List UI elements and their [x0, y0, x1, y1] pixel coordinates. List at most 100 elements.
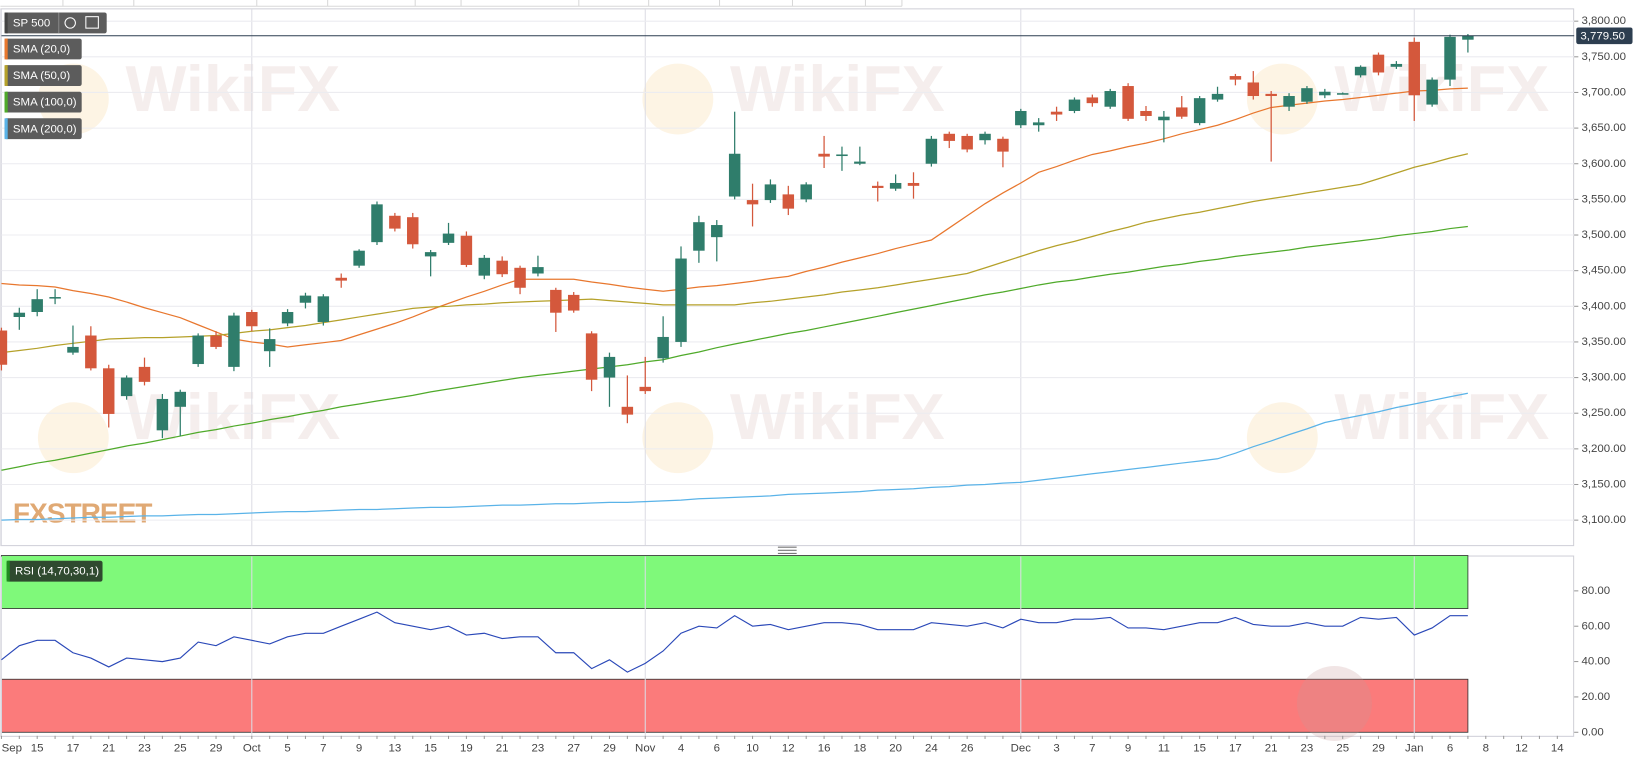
sma-line [1, 225, 1468, 471]
legend-entry-box [4, 118, 82, 140]
candle-body [1158, 116, 1170, 121]
x-tick-label: Jan [1405, 742, 1423, 754]
candle-body [407, 217, 419, 245]
x-tick-label: 13 [388, 742, 401, 754]
candle-body [603, 356, 616, 378]
candle-body [371, 204, 383, 243]
watermark: WikiFX [1334, 53, 1549, 125]
candle-body [1354, 66, 1367, 76]
x-tick-label: 20 [889, 742, 902, 754]
x-tick-label: 6 [1447, 742, 1453, 754]
candle-body [138, 366, 151, 382]
last-price-box [1576, 27, 1633, 45]
watermark-logo [37, 402, 109, 474]
x-tick-label: Sep [2, 742, 22, 754]
candle-body [782, 194, 795, 209]
legend-entry: SMA (100,0) [13, 97, 77, 109]
legend-entry: SMA (20,0) [13, 44, 70, 56]
candle-body [585, 333, 598, 380]
price-pane [0, 8, 1575, 547]
candle-body [1301, 88, 1313, 102]
x-tick-label: 25 [1336, 742, 1349, 754]
y-tick-label: 3,500.00 [1581, 229, 1626, 241]
candle-body [263, 339, 276, 352]
candle-body [192, 335, 204, 365]
candle-body [156, 398, 169, 431]
candle-body [317, 296, 330, 322]
y-tick-label: 3,400.00 [1581, 300, 1626, 312]
y-tick-label: 3,600.00 [1581, 158, 1626, 170]
candle-body [281, 311, 294, 324]
candle-body [1336, 93, 1349, 95]
candle-body [1408, 41, 1420, 96]
y-tick-label: 20.00 [1581, 691, 1610, 703]
candle-body [496, 260, 508, 275]
candle-body [1372, 54, 1385, 73]
x-tick-label: 7 [320, 742, 326, 754]
candle-body [657, 336, 669, 359]
pane-resize-handle[interactable] [777, 546, 797, 554]
legend-entry-swatch [4, 38, 8, 60]
watermark-logo [1296, 665, 1372, 742]
x-tick-label: 15 [31, 742, 44, 754]
candle-body [693, 222, 705, 251]
candle-body [1176, 107, 1188, 117]
last-price-label: 3,779.50 [1580, 30, 1625, 42]
x-tick-label: 14 [1551, 742, 1564, 754]
candle-body [228, 315, 240, 367]
x-tick-label: 15 [424, 742, 437, 754]
x-tick-label: 23 [138, 742, 151, 754]
candle-body [836, 154, 848, 157]
candle-body [210, 335, 222, 347]
candle-body [1193, 98, 1206, 124]
candle-body [1319, 91, 1331, 96]
candle-body [442, 233, 455, 243]
indicator-title-swatch [6, 560, 10, 582]
x-tick-label: 6 [714, 742, 720, 754]
indicator-title-box [6, 560, 103, 582]
y-tick-label: 3,150.00 [1581, 479, 1626, 491]
y-tick-label: 3,750.00 [1581, 51, 1626, 63]
candle-body [1068, 99, 1081, 111]
brand-logo: FXSTREET [13, 497, 152, 528]
sma-line [1, 153, 1469, 354]
candle-body [943, 133, 956, 141]
settings-icon[interactable] [85, 16, 99, 29]
legend-entry-box [4, 38, 82, 60]
refresh-icon[interactable] [64, 17, 76, 29]
candle-body [800, 184, 812, 200]
candle-body [174, 391, 187, 407]
y-tick-label: 3,700.00 [1581, 86, 1626, 98]
candle-body [1211, 93, 1224, 100]
x-tick-label: 3 [1053, 742, 1059, 754]
y-tick-label: 3,450.00 [1581, 265, 1626, 277]
y-tick-label: 3,200.00 [1581, 443, 1626, 455]
y-tick-label: 3,350.00 [1581, 336, 1626, 348]
candle-body [1283, 96, 1295, 107]
x-tick-label: 17 [67, 742, 80, 754]
x-tick-label: 23 [1301, 742, 1314, 754]
x-tick-label: 18 [853, 742, 866, 754]
candle-body [1444, 36, 1456, 80]
x-tick-label: 9 [1125, 742, 1131, 754]
candle-body [567, 294, 580, 311]
x-tick-label: 21 [102, 742, 115, 754]
rsi-line [1, 611, 1468, 673]
x-tick-label: 27 [567, 742, 580, 754]
x-tick-label: 10 [746, 742, 759, 754]
y-tick-label: 3,550.00 [1581, 193, 1626, 205]
y-tick-label: 3,650.00 [1581, 122, 1626, 134]
candle-body [460, 235, 473, 265]
legend-entry-box [4, 91, 82, 113]
candle-body [639, 386, 651, 392]
candle-body [711, 225, 723, 238]
candle-body [478, 257, 491, 276]
x-tick-label: Oct [243, 742, 262, 754]
x-tick-label: 29 [1372, 742, 1385, 754]
candle-body [514, 267, 526, 288]
candle-body [1247, 82, 1260, 97]
candle-body [1050, 111, 1063, 115]
y-tick-label: 3,300.00 [1581, 372, 1626, 384]
candle-body [907, 182, 920, 186]
